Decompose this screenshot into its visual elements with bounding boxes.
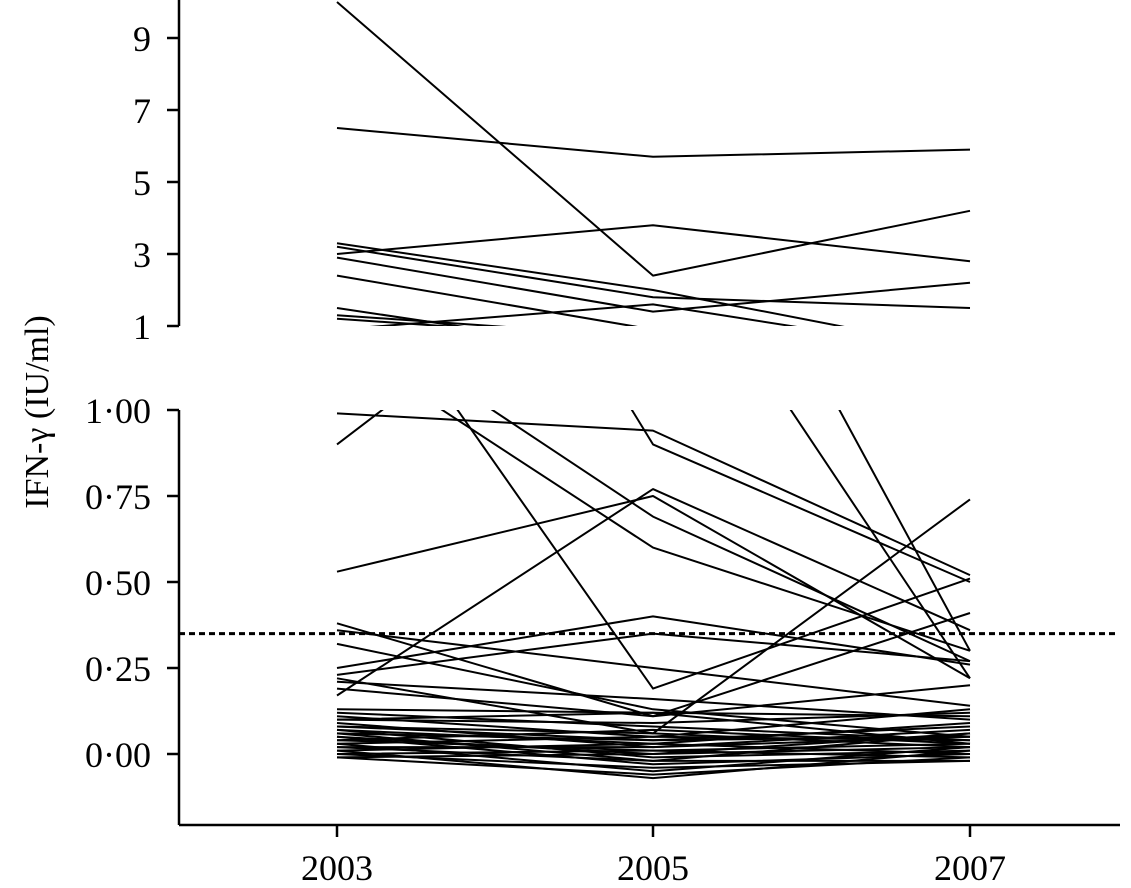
series-line-19 xyxy=(336,629,971,707)
series-line-21 xyxy=(336,680,971,721)
series-line-48 xyxy=(336,711,971,724)
series-line-7 xyxy=(630,410,971,583)
series-line-9 xyxy=(336,412,971,577)
x-tick-label: 2003 xyxy=(301,848,373,888)
series-line-20 xyxy=(336,642,971,738)
series-line-upper-8 xyxy=(336,317,457,326)
x-tick-label: 2005 xyxy=(617,848,689,888)
series-line-30 xyxy=(336,728,971,759)
series-line-13 xyxy=(336,495,971,680)
lower-y-tick-label: 0·75 xyxy=(85,477,151,517)
upper-y-tick-label: 1 xyxy=(133,307,151,347)
series-line-46 xyxy=(336,732,971,762)
series-line-33 xyxy=(336,735,971,766)
upper-y-tick-label: 3 xyxy=(133,235,151,275)
series-line-17 xyxy=(336,615,971,669)
axes xyxy=(177,0,1120,827)
y-ticks: 1 3 5 7 9 0·00 0·25 0·50 0·75 1·00 xyxy=(85,19,179,775)
series-line-45 xyxy=(336,746,971,759)
series-line-upper-5 xyxy=(336,245,971,309)
series-line-12 xyxy=(336,410,971,679)
series-line-5 xyxy=(337,0,970,238)
series-line-44 xyxy=(336,756,971,776)
upper-y-tick-label: 5 xyxy=(133,163,151,203)
series-line-39 xyxy=(337,735,971,749)
series-line-22 xyxy=(336,684,971,718)
series-line-16 xyxy=(336,612,971,718)
upper-panel-series xyxy=(336,1,971,326)
series-line-upper-12 xyxy=(369,303,798,326)
series-line-upper-4 xyxy=(336,242,845,326)
series-line-upper-6 xyxy=(336,256,971,313)
upper-y-tick-label: 9 xyxy=(133,19,151,59)
lower-panel-series xyxy=(336,0,971,780)
x-ticks: 2003 2005 2007 xyxy=(301,825,1006,888)
x-tick-label: 2007 xyxy=(934,848,1006,888)
series-line-upper-3 xyxy=(336,224,971,263)
series-lines xyxy=(336,0,971,780)
series-line-10 xyxy=(456,410,971,690)
lower-y-tick-label: 0·25 xyxy=(85,649,151,689)
series-line-4 xyxy=(838,410,971,652)
series-line-14 xyxy=(336,488,971,697)
series-line-40 xyxy=(336,749,971,780)
series-line-upper-2 xyxy=(336,127,971,158)
series-line-41 xyxy=(336,742,971,755)
y-axis-label: IFN-γ (IU/ml) xyxy=(19,315,56,509)
lower-y-tick-label: 0·50 xyxy=(85,563,151,603)
series-line-43 xyxy=(336,742,971,755)
lower-y-tick-label: 1·00 xyxy=(85,391,151,431)
series-line-upper-10 xyxy=(336,307,465,326)
series-line-11 xyxy=(490,410,971,663)
series-line-47 xyxy=(336,725,971,742)
lower-y-tick-label: 0·00 xyxy=(85,735,151,775)
series-line-37 xyxy=(336,735,971,745)
series-line-upper-11 xyxy=(336,314,507,326)
series-line-26 xyxy=(336,711,971,745)
series-line-upper-1 xyxy=(336,1,971,277)
upper-y-tick-label: 7 xyxy=(133,91,151,131)
series-line-upper-7 xyxy=(336,274,638,326)
